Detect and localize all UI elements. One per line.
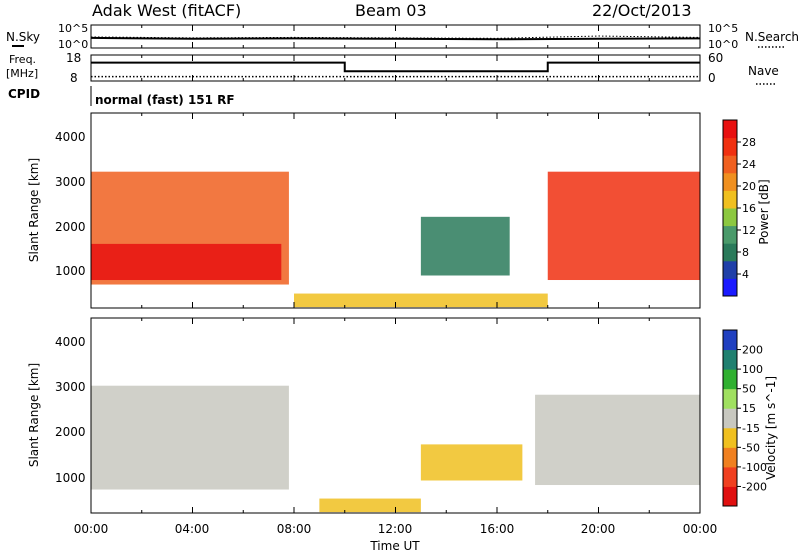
nsky-tick-top: 10^5 [58, 22, 88, 35]
freq-label-line1: Freq. [9, 53, 36, 66]
noise-series [90, 35, 701, 41]
velocity-colorbar-tick-label: -100 [742, 461, 767, 474]
frequency-series [91, 61, 700, 78]
velocity-colorbar-swatch [723, 466, 737, 487]
freq-tick-bottom: 8 [70, 71, 78, 85]
velocity-cbar-label: Velocity [m s^-1] [764, 376, 778, 480]
heatmap-region [420, 444, 523, 481]
nsearch-tick-bottom: 10^0 [708, 38, 738, 51]
power-colorbar-tick-label: 24 [742, 158, 756, 171]
noise-line-0 [90, 36, 701, 41]
heatmap-region [91, 243, 282, 281]
beam-title: Beam 03 [355, 1, 427, 20]
heatmap-region [535, 394, 700, 486]
nsky-tick-bottom: 10^0 [58, 38, 88, 51]
frequency-line [91, 61, 700, 73]
station-title: Adak West (fitACF) [92, 1, 241, 20]
xtick-1: 04:00 [175, 522, 210, 536]
velocity-heatmap [91, 385, 700, 513]
power-colorbar-swatch [723, 208, 737, 227]
power-colorbar-swatch [723, 172, 737, 191]
velocity-colorbar-swatch [723, 349, 737, 370]
power-colorbar-tick-label: 28 [742, 136, 756, 149]
velocity-ytick-3000: 3000 [55, 380, 86, 394]
velocity-colorbar: -200 -100 -50 -15 15 50 100 200 [722, 329, 767, 507]
power-colorbar-tick-label: 8 [742, 246, 749, 259]
freq-label-line2: [MHz] [6, 67, 38, 80]
power-ytick-1000: 1000 [55, 264, 86, 278]
velocity-colorbar-swatch [723, 330, 737, 351]
xtick-4: 16:00 [480, 522, 515, 536]
x-axis-tick-marks [90, 25, 701, 513]
power-colorbar-swatch [723, 120, 737, 139]
power-colorbar-tick-label: 4 [742, 268, 749, 281]
heatmap-region [91, 385, 289, 490]
nsky-label: N.Sky [6, 30, 40, 44]
power-colorbar-swatch [723, 155, 737, 174]
power-colorbar-swatch [723, 243, 737, 262]
velocity-colorbar-tick-label: 15 [742, 402, 756, 415]
power-colorbar-swatch [723, 260, 737, 279]
heatmap-region [420, 216, 510, 276]
x-axis-label: Time UT [369, 539, 420, 553]
noise-line-1 [90, 35, 701, 39]
heatmap-region [319, 498, 421, 513]
cpid-label: CPID [8, 87, 40, 101]
nsearch-label: N.Search [745, 30, 799, 44]
velocity-colorbar-swatch [723, 427, 737, 448]
nave-tick-bottom: 0 [708, 71, 716, 85]
power-colorbar-swatch [723, 190, 737, 209]
power-colorbar-tick-label: 16 [742, 202, 756, 215]
power-ytick-2000: 2000 [55, 220, 86, 234]
heatmap-region [294, 293, 548, 308]
xtick-2: 08:00 [277, 522, 312, 536]
cpid-text: normal (fast) 151 RF [95, 93, 235, 107]
velocity-colorbar-frame [722, 329, 738, 507]
velocity-ylabel: Slant Range [km] [27, 363, 41, 467]
power-colorbar-tick-label: 12 [742, 224, 756, 237]
power-colorbar-swatch [723, 278, 737, 297]
nsearch-tick-top: 10^5 [708, 22, 738, 35]
date-title: 22/Oct/2013 [592, 1, 692, 20]
power-heatmap [91, 171, 700, 308]
nave-tick-top: 60 [708, 51, 723, 65]
velocity-colorbar-tick-label: -15 [742, 422, 760, 435]
velocity-colorbar-tick-label: -50 [742, 441, 760, 454]
velocity-colorbar-tick-label: 100 [742, 363, 763, 376]
freq-tick-top: 18 [66, 51, 81, 65]
xtick-6: 00:00 [683, 522, 718, 536]
velocity-colorbar-tick-label: 50 [742, 383, 756, 396]
nave-label: Nave [748, 64, 779, 78]
heatmap-region [547, 171, 700, 281]
velocity-colorbar-swatch [723, 408, 737, 429]
xtick-0: 00:00 [74, 522, 109, 536]
power-colorbar-swatch [723, 137, 737, 156]
velocity-colorbar-swatch [723, 388, 737, 409]
velocity-ytick-4000: 4000 [55, 335, 86, 349]
xtick-3: 12:00 [378, 522, 413, 536]
xtick-5: 20:00 [581, 522, 616, 536]
power-ytick-3000: 3000 [55, 175, 86, 189]
power-colorbar-swatch [723, 225, 737, 244]
velocity-colorbar-swatch [723, 486, 737, 507]
velocity-colorbar-swatch [723, 447, 737, 468]
velocity-ytick-2000: 2000 [55, 425, 86, 439]
power-ytick-4000: 4000 [55, 130, 86, 144]
power-colorbar-tick-label: 20 [742, 180, 756, 193]
velocity-colorbar-tick-label: 200 [742, 344, 763, 357]
power-ylabel: Slant Range [km] [27, 158, 41, 262]
velocity-colorbar-swatch [723, 369, 737, 390]
power-colorbar: 4 8 12 16 20 24 28 [722, 119, 756, 297]
power-cbar-label: Power [dB] [757, 179, 771, 244]
velocity-ytick-1000: 1000 [55, 471, 86, 485]
velocity-colorbar-tick-label: -200 [742, 480, 767, 493]
